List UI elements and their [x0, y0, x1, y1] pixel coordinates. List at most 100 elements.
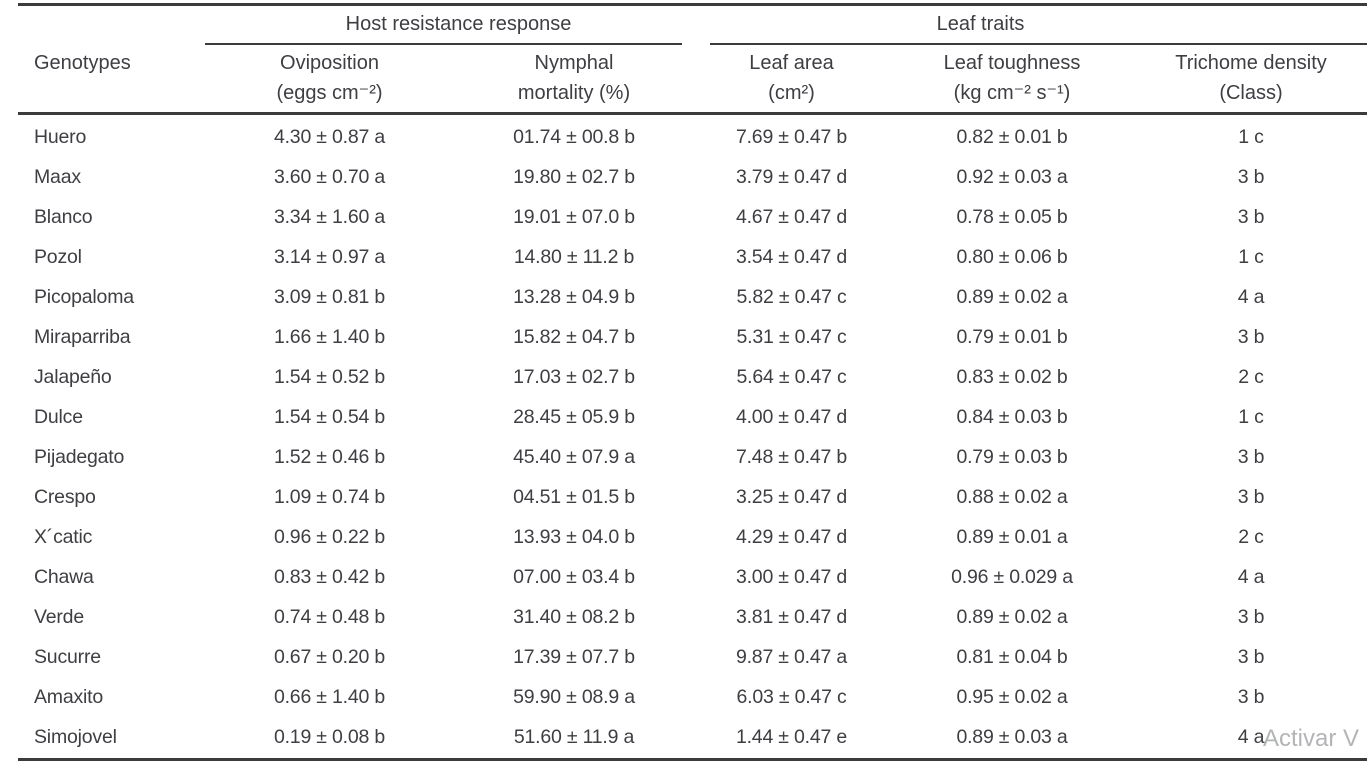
header-spacer — [18, 6, 205, 45]
value-cell: 0.95 ± 0.02 a — [956, 685, 1068, 708]
value-cell: 0.19 ± 0.08 b — [273, 725, 386, 748]
column-header-genotypes: Genotypes — [34, 52, 131, 74]
genotype-name: Dulce — [34, 405, 83, 428]
table-row: Pijadegato 1.52 ± 0.46 b 45.40 ± 07.9 a 7.4… — [18, 437, 1367, 477]
value-cell: 14.80 ± 11.2 b — [513, 245, 635, 268]
table-row: Sucurre 0.67 ± 0.20 b 17.39 ± 07.7 b 9.87 ±… — [18, 637, 1367, 677]
value-cell: 1.44 ± 0.47 e — [735, 725, 848, 748]
table-row: Pozol 3.14 ± 0.97 a 14.80 ± 11.2 b 3.54 ± 0… — [18, 237, 1367, 277]
value-cell: 3.79 ± 0.47 d — [735, 165, 848, 188]
value-cell: 3.25 ± 0.47 d — [735, 485, 848, 508]
value-cell: 0.92 ± 0.03 a — [956, 165, 1068, 188]
value-cell: 3 b — [1237, 485, 1265, 508]
value-cell: 7.48 ± 0.47 b — [735, 445, 848, 468]
value-cell: 15.82 ± 04.7 b — [513, 325, 635, 348]
value-cell: 17.39 ± 07.7 b — [513, 645, 635, 668]
table-body: Huero 4.30 ± 0.87 a 01.74 ± 00.8 b 7.69 ± 0… — [18, 112, 1367, 761]
column-header-oviposition: Oviposition (eggs cm⁻²) — [276, 52, 383, 104]
value-cell: 5.31 ± 0.47 c — [736, 325, 847, 348]
value-cell: 4.00 ± 0.47 d — [735, 405, 848, 428]
table-group-header-row: Host resistance response Leaf traits — [18, 6, 1367, 45]
value-cell: 4 a — [1237, 725, 1265, 748]
column-header-nymphal-mortality: Nymphal mortality (%) — [517, 52, 631, 104]
value-cell: 3.14 ± 0.97 a — [273, 245, 386, 268]
table-row: Miraparriba 1.66 ± 1.40 b 15.82 ± 04.7 b 5.… — [18, 317, 1367, 357]
value-cell: 0.82 ± 0.01 b — [956, 125, 1068, 148]
value-cell: 3.09 ± 0.81 b — [273, 285, 386, 308]
value-cell: 3 b — [1237, 685, 1265, 708]
value-cell: 19.80 ± 02.7 b — [513, 165, 635, 188]
value-cell: 13.93 ± 04.0 b — [513, 525, 635, 548]
genotype-name: Amaxito — [34, 685, 104, 708]
table-row: Simojovel 0.19 ± 0.08 b 51.60 ± 11.9 a 1.44… — [18, 717, 1367, 757]
value-cell: 0.89 ± 0.03 a — [956, 725, 1068, 748]
group-header-leaf-traits: Leaf traits — [710, 6, 1367, 45]
genotype-name: Blanco — [34, 205, 93, 228]
value-cell: 7.69 ± 0.47 b — [735, 125, 848, 148]
value-cell: 1.54 ± 0.52 b — [273, 365, 386, 388]
value-cell: 04.51 ± 01.5 b — [513, 485, 635, 508]
genotype-name: Pozol — [34, 245, 82, 268]
value-cell: 3.60 ± 0.70 a — [273, 165, 386, 188]
value-cell: 4 a — [1237, 565, 1265, 588]
table-row: Amaxito 0.66 ± 1.40 b 59.90 ± 08.9 a 6.03 ±… — [18, 677, 1367, 717]
value-cell: 0.96 ± 0.029 a — [951, 565, 1073, 588]
value-cell: 0.74 ± 0.48 b — [273, 605, 386, 628]
value-cell: 45.40 ± 07.9 a — [513, 445, 635, 468]
column-header-leaf-area: Leaf area (cm²) — [749, 52, 834, 104]
value-cell: 51.60 ± 11.9 a — [513, 725, 635, 748]
table-row: X´catic 0.96 ± 0.22 b 13.93 ± 04.0 b 4.29 ±… — [18, 517, 1367, 557]
genotype-name: Huero — [34, 125, 87, 148]
value-cell: 0.80 ± 0.06 b — [956, 245, 1068, 268]
value-cell: 1.54 ± 0.54 b — [273, 405, 386, 428]
genotype-name: Chawa — [34, 565, 94, 588]
table-row: Crespo 1.09 ± 0.74 b 04.51 ± 01.5 b 3.25 ± … — [18, 477, 1367, 517]
table-header-row: Genotypes Oviposition (eggs cm⁻²) Nympha… — [18, 45, 1367, 112]
group-header-host-resistance: Host resistance response — [205, 6, 682, 45]
value-cell: 13.28 ± 04.9 b — [513, 285, 635, 308]
value-cell: 0.79 ± 0.03 b — [956, 445, 1068, 468]
table-row: Jalapeño 1.54 ± 0.52 b 17.03 ± 02.7 b 5.64 … — [18, 357, 1367, 397]
value-cell: 0.96 ± 0.22 b — [273, 525, 386, 548]
value-cell: 0.66 ± 1.40 b — [273, 685, 386, 708]
value-cell: 0.83 ± 0.02 b — [956, 365, 1068, 388]
value-cell: 3.00 ± 0.47 d — [735, 565, 848, 588]
value-cell: 5.82 ± 0.47 c — [736, 285, 847, 308]
value-cell: 4 a — [1237, 285, 1265, 308]
value-cell: 1 c — [1238, 245, 1264, 268]
value-cell: 0.88 ± 0.02 a — [956, 485, 1068, 508]
value-cell: 4.67 ± 0.47 d — [735, 205, 848, 228]
value-cell: 5.64 ± 0.47 c — [736, 365, 847, 388]
value-cell: 1 c — [1238, 125, 1264, 148]
genotype-name: Sucurre — [34, 645, 101, 668]
table-row: Maax 3.60 ± 0.70 a 19.80 ± 02.7 b 3.79 ± 0.… — [18, 157, 1367, 197]
value-cell: 3 b — [1237, 445, 1265, 468]
value-cell: 0.81 ± 0.04 b — [956, 645, 1068, 668]
value-cell: 3 b — [1237, 205, 1265, 228]
value-cell: 0.89 ± 0.02 a — [956, 605, 1068, 628]
value-cell: 0.83 ± 0.42 b — [273, 565, 386, 588]
group-header-label: Leaf traits — [936, 13, 1025, 35]
value-cell: 0.84 ± 0.03 b — [956, 405, 1068, 428]
value-cell: 01.74 ± 00.8 b — [513, 125, 635, 148]
table-row: Huero 4.30 ± 0.87 a 01.74 ± 00.8 b 7.69 ± 0… — [18, 117, 1367, 157]
value-cell: 3 b — [1237, 325, 1265, 348]
value-cell: 3 b — [1237, 645, 1265, 668]
table-row: Dulce 1.54 ± 0.54 b 28.45 ± 05.9 b 4.00 ± 0… — [18, 397, 1367, 437]
value-cell: 28.45 ± 05.9 b — [513, 405, 635, 428]
value-cell: 6.03 ± 0.47 c — [736, 685, 847, 708]
value-cell: 3 b — [1237, 165, 1265, 188]
genotype-name: Verde — [34, 605, 84, 628]
value-cell: 3 b — [1237, 605, 1265, 628]
value-cell: 3.34 ± 1.60 a — [273, 205, 386, 228]
table-row: Chawa 0.83 ± 0.42 b 07.00 ± 03.4 b 3.00 ± 0… — [18, 557, 1367, 597]
value-cell: 07.00 ± 03.4 b — [513, 565, 635, 588]
value-cell: 1 c — [1238, 405, 1264, 428]
genotype-name: Miraparriba — [34, 325, 131, 348]
value-cell: 0.67 ± 0.20 b — [273, 645, 386, 668]
genotype-name: Simojovel — [34, 725, 117, 748]
value-cell: 3.54 ± 0.47 d — [735, 245, 848, 268]
value-cell: 0.89 ± 0.02 a — [956, 285, 1068, 308]
value-cell: 0.79 ± 0.01 b — [956, 325, 1068, 348]
value-cell: 4.29 ± 0.47 d — [735, 525, 848, 548]
